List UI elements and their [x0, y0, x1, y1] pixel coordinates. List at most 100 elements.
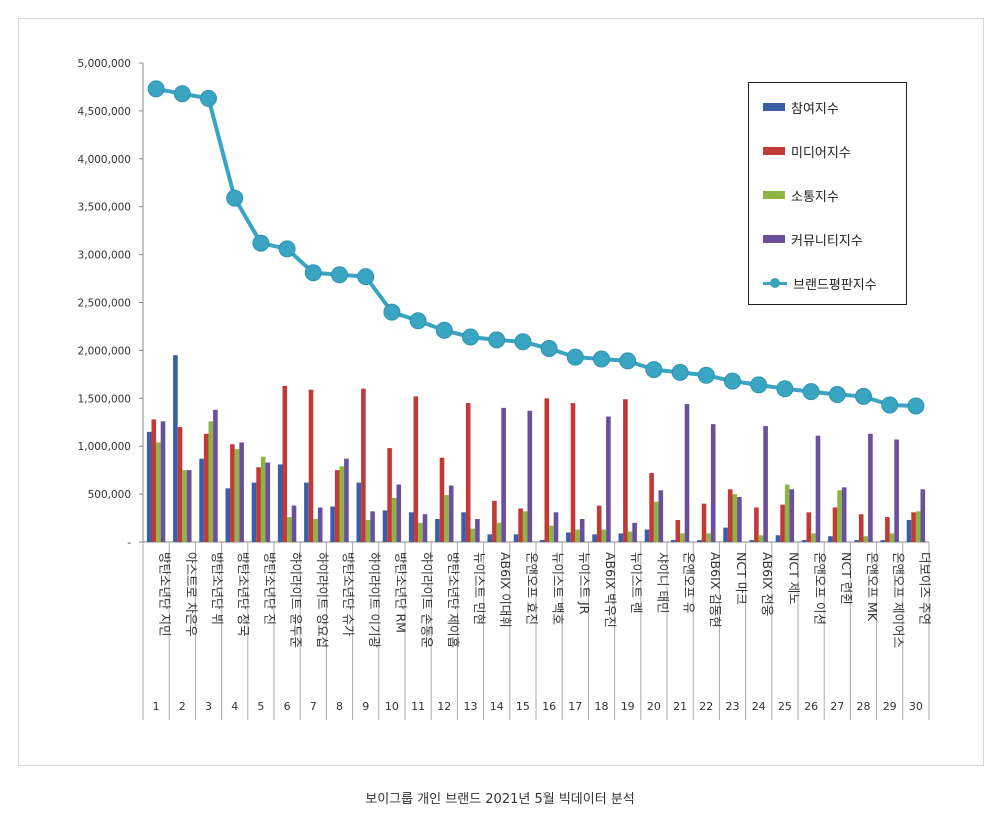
brand-point	[697, 366, 715, 384]
bar-participation	[382, 510, 388, 542]
bar-community	[422, 514, 428, 542]
bar-community	[894, 439, 899, 542]
y-tick-label: 5,000,000	[78, 58, 131, 70]
bar-media	[806, 512, 812, 542]
category-label: 하이라이트 이기광	[367, 552, 382, 648]
brand-point	[619, 352, 637, 370]
rank-label: 10	[385, 700, 399, 713]
bars	[146, 355, 926, 542]
bar-participation	[225, 488, 231, 542]
legend-label-participation: 참여지수	[791, 101, 839, 117]
bar-communication	[208, 421, 214, 542]
bar-participation	[566, 532, 571, 542]
bar-communication	[470, 528, 476, 542]
rank-label: 18	[595, 700, 609, 713]
bar-communication	[156, 442, 161, 542]
bar-community	[317, 507, 323, 542]
bar-community	[841, 487, 847, 542]
bar-media	[911, 512, 916, 542]
bar-communication	[391, 497, 397, 542]
bar-participation	[801, 540, 807, 542]
rank-label: 4	[231, 700, 238, 713]
bar-communication	[365, 519, 371, 542]
legend-swatch-community	[763, 235, 785, 243]
rank-label: 22	[699, 700, 713, 713]
rank-label: 7	[310, 700, 317, 713]
bar-communication	[706, 533, 711, 542]
brand-point	[226, 189, 244, 207]
bar-community	[370, 511, 375, 542]
bar-community	[501, 407, 506, 542]
bar-media	[492, 500, 497, 542]
bar-communication	[889, 533, 895, 542]
bar-participation	[697, 540, 702, 542]
rank-label: 23	[726, 700, 740, 713]
bar-communication	[915, 511, 921, 542]
legend-label-communication: 소통지수	[791, 189, 839, 205]
bar-community	[160, 421, 166, 542]
bar-communication	[549, 525, 554, 542]
legend-label-media: 미디어지수	[791, 145, 851, 161]
bar-communication	[863, 536, 869, 542]
category-label: 방탄소년단 진	[262, 552, 277, 625]
x-labels: 방탄소년단 지민 1 아스트로 차은우 2 방탄소년단 뷔 3 방탄소년단 정국 4 방탄소년단…	[142, 542, 932, 720]
category-label: NCT 마크	[734, 552, 749, 605]
rank-label: 12	[437, 700, 451, 713]
bar-communication	[444, 495, 449, 542]
brand-point	[409, 312, 427, 330]
bar-community	[291, 505, 297, 542]
bar-community	[527, 410, 533, 542]
bar-participation	[435, 519, 440, 542]
bar-communication	[260, 456, 266, 542]
bar-participation	[592, 534, 597, 542]
y-tick-label: 4,000,000	[78, 154, 131, 166]
bar-communication	[680, 533, 685, 542]
legend: 참여지수 미디어지수 소통지수 커뮤니티지수 브랜드평판지수	[748, 82, 907, 305]
rank-label: 29	[883, 700, 897, 713]
y-tick-label: 2,500,000	[78, 298, 131, 310]
category-label: 방탄소년단 RM	[393, 552, 408, 633]
category-label: 방탄소년단 지민	[158, 552, 173, 636]
category-label: 샤이니 태민	[655, 552, 670, 613]
bar-participation	[330, 506, 335, 542]
bar-communication	[313, 519, 318, 542]
category-label: 온앤오프 제이어스	[891, 552, 906, 648]
rank-label: 30	[909, 700, 923, 713]
bar-participation	[618, 533, 624, 542]
rank-label: 27	[830, 700, 844, 713]
rank-label: 2	[179, 700, 186, 713]
bar-community	[239, 442, 244, 542]
rank-label: 25	[778, 700, 792, 713]
bar-community	[396, 484, 402, 542]
bar-media	[203, 433, 209, 542]
bar-communication	[182, 470, 187, 542]
bar-community	[475, 519, 480, 542]
bar-media	[780, 504, 785, 542]
brand-point	[278, 240, 296, 258]
bar-media	[465, 403, 471, 542]
bar-media	[334, 470, 340, 542]
rank-label: 16	[542, 700, 556, 713]
bar-communication	[732, 494, 738, 542]
category-label: 방탄소년단 뷔	[210, 552, 225, 625]
legend-item-brand: 브랜드평판지수	[763, 273, 877, 293]
bar-participation	[880, 540, 886, 542]
bar-media	[885, 517, 890, 542]
bar-media	[727, 489, 733, 542]
brand-point	[593, 350, 610, 368]
category-label: 온앤오프 효진	[524, 552, 539, 625]
bar-participation	[408, 512, 414, 542]
brand-point	[566, 348, 584, 366]
bar-communication	[234, 449, 240, 542]
brand-point	[252, 234, 270, 252]
rank-label: 28	[857, 700, 871, 713]
bar-community	[186, 470, 192, 542]
bar-media	[675, 519, 681, 542]
rank-label: 11	[411, 700, 425, 713]
bar-community	[789, 489, 795, 542]
bar-community	[684, 404, 690, 542]
rank-label: 9	[362, 700, 369, 713]
bar-participation	[775, 535, 781, 542]
legend-item-community: 커뮤니티지수	[763, 229, 863, 249]
category-label: 방탄소년단 정국	[236, 552, 251, 636]
